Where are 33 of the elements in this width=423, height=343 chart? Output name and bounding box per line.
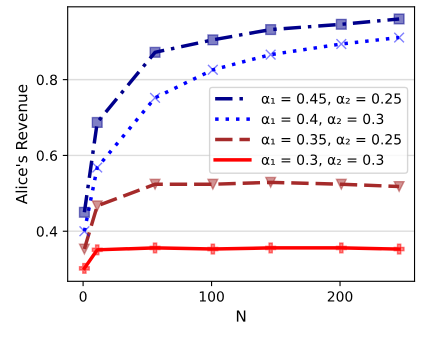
y-axis-title: Alice's Revenue xyxy=(16,84,28,204)
point xyxy=(207,34,218,46)
x-tick-label: 200 xyxy=(328,291,352,302)
point xyxy=(394,180,405,192)
y-tick-label: 0.6 xyxy=(36,150,58,161)
legend-label: α₁ = 0.45, α₂ = 0.25 xyxy=(262,93,401,106)
point xyxy=(207,243,218,255)
y-tick-label: 0.8 xyxy=(36,74,58,86)
point xyxy=(149,46,161,58)
point xyxy=(336,242,347,254)
legend-label: α₁ = 0.4, α₂ = 0.3 xyxy=(262,114,384,126)
x-axis-title: N xyxy=(236,310,246,322)
point xyxy=(92,200,103,212)
point xyxy=(265,242,276,254)
point xyxy=(149,242,161,254)
point xyxy=(149,178,161,190)
point xyxy=(336,18,347,30)
point xyxy=(265,176,276,188)
x-tick-label: 0 xyxy=(80,291,87,302)
legend-label: α₁ = 0.3, α₂ = 0.3 xyxy=(262,154,384,166)
point xyxy=(394,13,405,25)
point xyxy=(78,206,90,218)
point xyxy=(92,244,103,256)
point xyxy=(394,243,405,255)
point xyxy=(265,24,276,36)
legend-label: α₁ = 0.35, α₂ = 0.25 xyxy=(262,134,401,146)
point xyxy=(207,178,218,190)
y-tick-label: 0.4 xyxy=(36,226,58,237)
point xyxy=(78,262,90,274)
point xyxy=(336,178,347,190)
x-tick-label: 100 xyxy=(200,291,224,302)
point xyxy=(78,243,90,255)
point xyxy=(92,116,103,128)
